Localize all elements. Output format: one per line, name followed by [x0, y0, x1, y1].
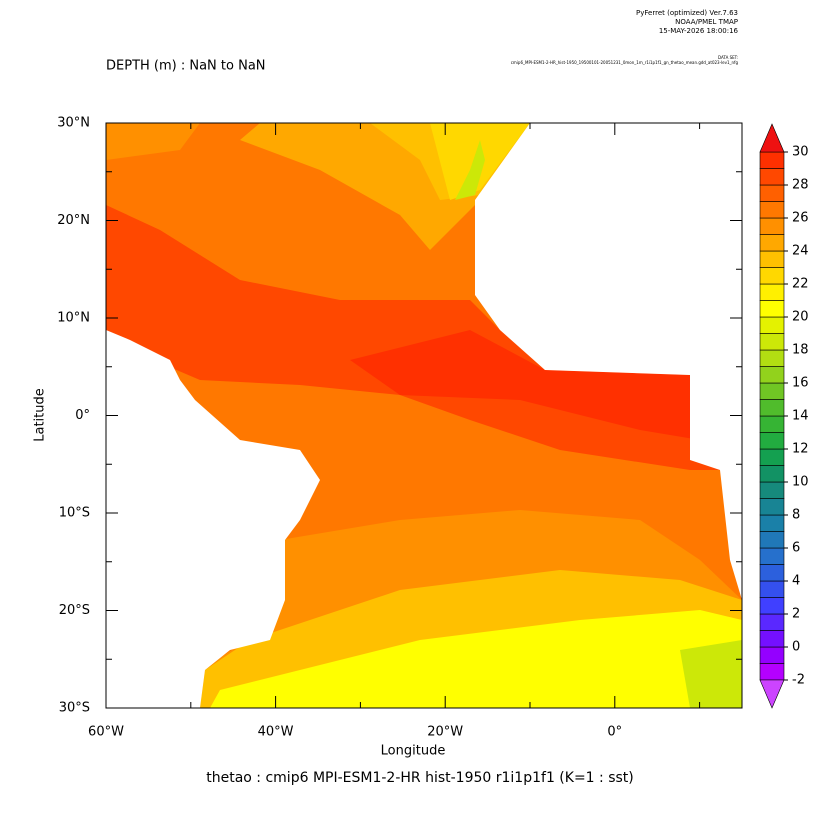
colorbar-box [759, 399, 785, 417]
timestamp: 15-MAY-2026 18:00:16 [659, 27, 739, 35]
x-tick-label: 0° [607, 725, 622, 740]
x-axis-label: Longitude [381, 744, 446, 759]
colorbar-box [759, 283, 785, 301]
y-tick-label: 20°S [59, 603, 90, 618]
x-tick-label: 60°W [88, 725, 124, 740]
colorbar-label: 20 [792, 310, 809, 325]
colorbar-box [759, 300, 785, 318]
colorbar-box [759, 168, 785, 186]
dataset-label: DATA SET: [718, 55, 738, 60]
colorbar-box [759, 234, 785, 252]
x-tick-label: 40°W [258, 725, 294, 740]
colorbar-box [759, 217, 785, 235]
colorbar-label: 26 [792, 211, 809, 226]
field-band [680, 640, 742, 708]
colorbar-label: 14 [792, 409, 809, 424]
y-tick-label: 0° [75, 408, 90, 423]
chart-title: DEPTH (m) : NaN to NaN [106, 59, 266, 74]
colorbar-label: 24 [792, 244, 809, 259]
colorbar-label: 6 [792, 541, 800, 556]
colorbar-box [759, 531, 785, 549]
institution: NOAA/PMEL TMAP [675, 18, 738, 26]
y-tick-label: 10°S [59, 506, 90, 521]
colorbar-box [759, 646, 785, 664]
colorbar-box [759, 514, 785, 532]
colorbar-box [759, 448, 785, 466]
colorbar-box [759, 151, 785, 169]
colorbar-over [759, 123, 785, 153]
land-south-america [106, 330, 320, 708]
y-tick-label: 30°N [57, 116, 90, 131]
colorbar-box [759, 184, 785, 202]
colorbar-box [759, 597, 785, 615]
colorbar-box [759, 564, 785, 582]
field-band [455, 140, 485, 200]
land-africa [475, 123, 742, 600]
caption: thetao : cmip6 MPI-ESM1-2-HR hist-1950 r… [206, 770, 634, 786]
y-axis-label: Latitude [33, 388, 48, 442]
colorbar-box [759, 498, 785, 516]
colorbar-label: 22 [792, 277, 809, 292]
colorbar-box [759, 316, 785, 334]
colorbar-box [759, 580, 785, 598]
dataset: cmip6_MPI-ESM1-2-HR_hist-1950_19500101-2… [511, 60, 739, 65]
colorbar-box [759, 201, 785, 219]
colorbar-label: 4 [792, 574, 800, 589]
colorbar-label: 30 [792, 145, 809, 160]
colorbar-box [759, 267, 785, 285]
colorbar-box [759, 382, 785, 400]
y-tick-label: 20°N [57, 213, 90, 228]
colorbar-label: -2 [792, 673, 805, 688]
colorbar-under [759, 679, 785, 709]
colorbar-label: 0 [792, 640, 800, 655]
program: PyFerret (optimized) Ver.7.63 [636, 9, 738, 17]
colorbar-box [759, 630, 785, 648]
colorbar-label: 16 [792, 376, 809, 391]
colorbar-box [759, 250, 785, 268]
field [106, 123, 742, 708]
colorbar-label: 28 [792, 178, 809, 193]
field-band [210, 610, 742, 708]
y-tick-label: 30°S [59, 701, 90, 716]
colorbar-box [759, 415, 785, 433]
colorbar-label: 10 [792, 475, 809, 490]
colorbar-box [759, 481, 785, 499]
colorbar-box [759, 613, 785, 631]
colorbar-box [759, 547, 785, 565]
colorbar-label: 18 [792, 343, 809, 358]
y-tick-label: 10°N [57, 311, 90, 326]
colorbar-label: 8 [792, 508, 800, 523]
colorbar-box [759, 366, 785, 384]
colorbar-box [759, 432, 785, 450]
colorbar-box [759, 663, 785, 681]
colorbar-box [759, 465, 785, 483]
colorbar-box [759, 333, 785, 351]
field-band [350, 330, 700, 440]
x-tick-label: 20°W [427, 725, 463, 740]
colorbar-box [759, 349, 785, 367]
colorbar-label: 12 [792, 442, 809, 457]
colorbar-label: 2 [792, 607, 800, 622]
field-band [106, 123, 200, 160]
